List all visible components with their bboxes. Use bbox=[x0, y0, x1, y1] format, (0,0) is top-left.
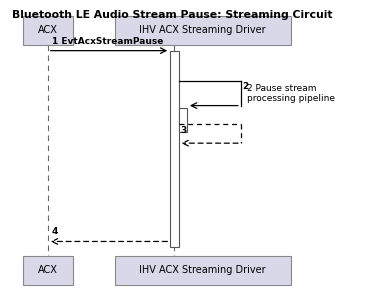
Text: 1 EvtAcxStreamPause: 1 EvtAcxStreamPause bbox=[51, 37, 163, 46]
Text: ACX: ACX bbox=[38, 25, 58, 35]
Bar bbox=[170, 51, 179, 247]
Text: 2 Pause stream
processing pipeline: 2 Pause stream processing pipeline bbox=[246, 84, 335, 103]
Text: 2: 2 bbox=[242, 82, 248, 91]
Bar bbox=[23, 16, 73, 45]
Bar bbox=[179, 109, 187, 132]
Bar bbox=[115, 256, 291, 285]
Bar bbox=[23, 256, 73, 285]
Bar bbox=[115, 16, 291, 45]
Text: 3: 3 bbox=[181, 126, 187, 135]
Text: IHV ACX Streaming Driver: IHV ACX Streaming Driver bbox=[139, 266, 266, 275]
Text: Bluetooth LE Audio Stream Pause: Streaming Circuit: Bluetooth LE Audio Stream Pause: Streami… bbox=[12, 10, 332, 20]
Text: ACX: ACX bbox=[38, 266, 58, 275]
Text: 4: 4 bbox=[51, 227, 58, 236]
Text: IHV ACX Streaming Driver: IHV ACX Streaming Driver bbox=[139, 25, 266, 35]
